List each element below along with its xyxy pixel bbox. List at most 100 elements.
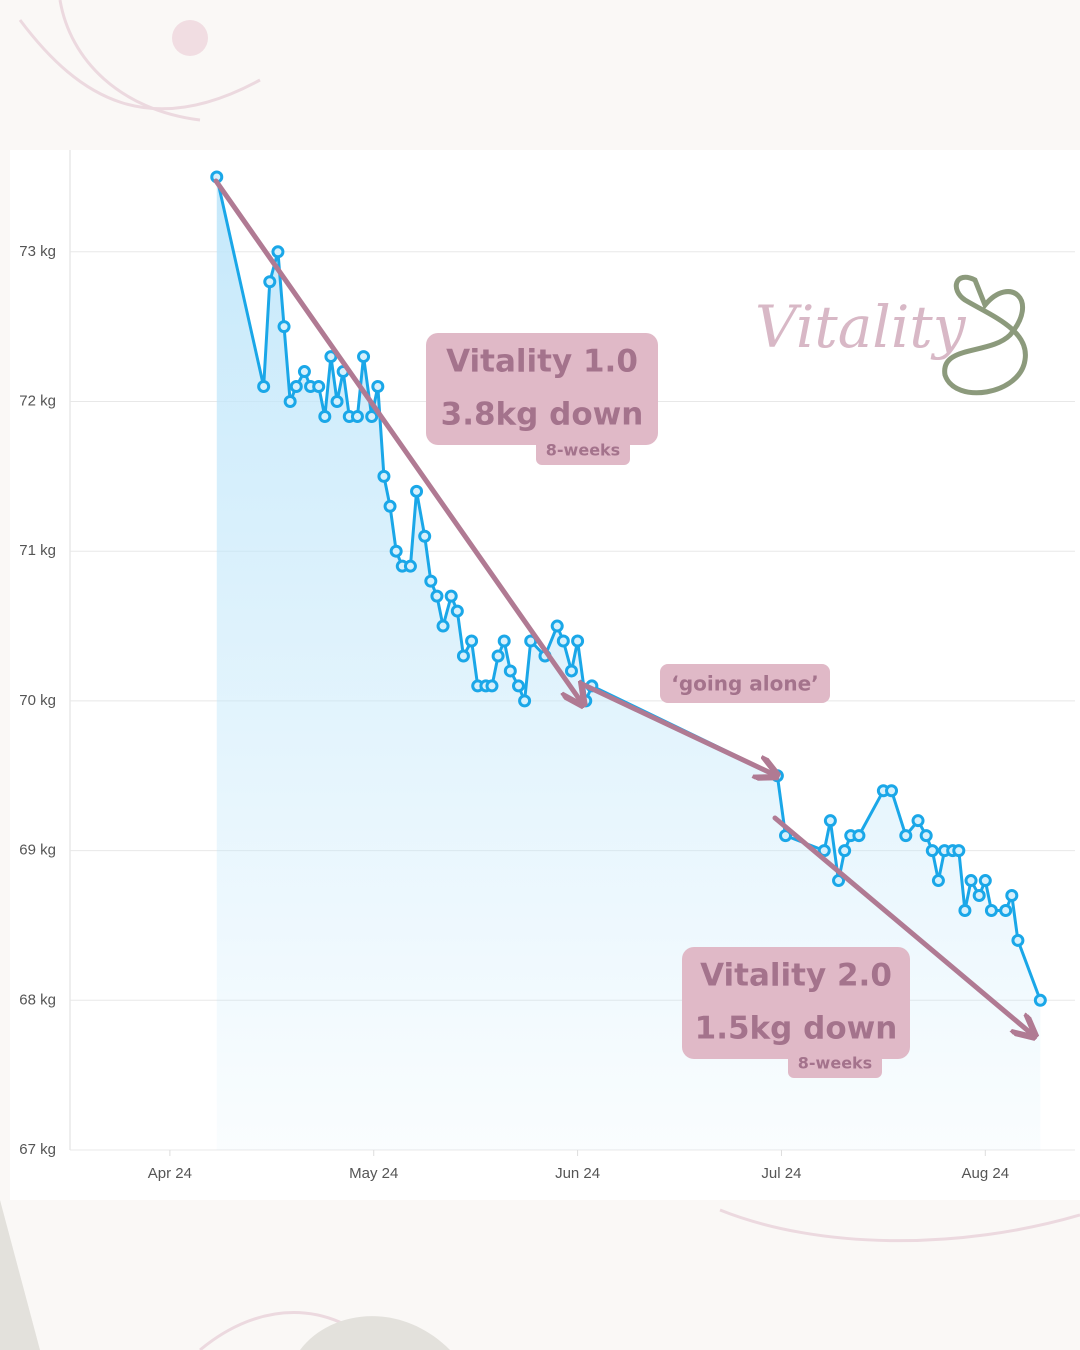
point — [964, 874, 978, 888]
point — [556, 634, 570, 648]
y-tick-label: 73 kg — [19, 243, 56, 260]
point — [318, 409, 332, 423]
y-tick-label: 67 kg — [19, 1141, 56, 1158]
point — [832, 874, 846, 888]
point — [972, 889, 986, 903]
point — [297, 365, 311, 379]
point — [312, 380, 326, 394]
point — [952, 844, 966, 858]
y-tick-label: 71 kg — [19, 542, 56, 559]
annotation-title: Vitality 2.0 — [700, 958, 892, 994]
x-tick-label: Aug 24 — [962, 1165, 1010, 1182]
annotation-period: 8-weeks — [546, 441, 620, 460]
point — [823, 814, 837, 828]
point — [899, 829, 913, 843]
point — [503, 664, 517, 678]
point — [978, 874, 992, 888]
area — [216, 176, 1041, 1150]
point — [424, 574, 438, 588]
point — [1011, 933, 1025, 947]
point — [491, 649, 505, 663]
x-tick-label: May 24 — [349, 1165, 398, 1182]
point — [852, 829, 866, 843]
annotation-3: Vitality 2.0 1.5kg down 8-weeks — [682, 947, 910, 1078]
annotation-period: 8-weeks — [798, 1054, 872, 1073]
annotation-2: ‘going alone’ — [660, 664, 830, 703]
point — [456, 649, 470, 663]
point — [885, 784, 899, 798]
point — [465, 634, 479, 648]
point — [550, 619, 564, 633]
y-tick-label: 69 kg — [19, 842, 56, 859]
trend-arrow — [772, 815, 1033, 1035]
logo: Vitality — [755, 275, 1028, 396]
point — [324, 350, 338, 364]
point — [450, 604, 464, 618]
point — [277, 320, 291, 334]
annotation-title: Vitality 1.0 — [446, 344, 638, 380]
point — [410, 484, 424, 498]
point — [564, 664, 578, 678]
point — [838, 844, 852, 858]
annotation-1: Vitality 1.0 3.8kg down 8-weeks — [426, 333, 658, 465]
y-tick-label: 70 kg — [19, 692, 56, 709]
plot: 67 kg 68 kg 69 kg 70 kg 71 kg 72 kg 73 kg Apr 2… — [19, 150, 1075, 1182]
point — [403, 559, 417, 573]
point — [999, 903, 1013, 917]
trend-arrows — [213, 178, 1033, 1035]
point — [817, 844, 831, 858]
point — [371, 380, 385, 394]
point — [1005, 889, 1019, 903]
x-tick-label: Jul 24 — [761, 1165, 801, 1182]
point — [984, 903, 998, 917]
point — [958, 903, 972, 917]
point — [289, 380, 303, 394]
point — [436, 619, 450, 633]
point — [365, 409, 379, 423]
y-tick-label: 68 kg — [19, 991, 56, 1008]
point — [383, 499, 397, 513]
point — [271, 245, 285, 259]
annotation-tag — [788, 1050, 882, 1078]
point — [418, 529, 432, 543]
y-tick-label: 72 kg — [19, 392, 56, 409]
point — [283, 394, 297, 408]
point — [257, 380, 271, 394]
trend-arrow — [579, 681, 775, 775]
point — [430, 589, 444, 603]
point — [357, 350, 371, 364]
point — [779, 829, 793, 843]
annotation-change: 1.5kg down — [695, 1011, 898, 1047]
logo-mark — [942, 275, 1028, 396]
point — [511, 679, 525, 693]
point — [485, 679, 499, 693]
annotation-tag — [536, 437, 630, 465]
annotation-box — [426, 333, 658, 445]
logo-text: Vitality — [755, 293, 967, 361]
point — [931, 874, 945, 888]
trend-arrow — [213, 178, 582, 703]
annotation-title: ‘going alone’ — [671, 672, 819, 696]
line — [215, 176, 1042, 1001]
point — [377, 469, 391, 483]
x-tick-label: Jun 24 — [555, 1165, 600, 1182]
point — [263, 275, 277, 289]
point — [444, 589, 458, 603]
annotation-box — [682, 947, 910, 1059]
point — [1033, 993, 1047, 1007]
point — [350, 409, 364, 423]
point — [518, 694, 532, 708]
point — [389, 544, 403, 558]
x-tick-label: Apr 24 — [148, 1165, 192, 1182]
point — [919, 829, 933, 843]
point — [497, 634, 511, 648]
point — [330, 394, 344, 408]
annotation-change: 3.8kg down — [441, 397, 644, 433]
annotation-box — [660, 664, 830, 703]
point — [911, 814, 925, 828]
point — [571, 634, 585, 648]
point — [925, 844, 939, 858]
